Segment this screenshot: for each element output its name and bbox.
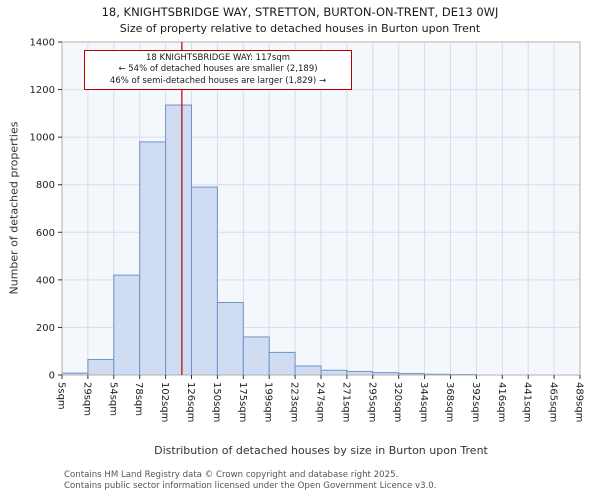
x-tick-label: 126sqm xyxy=(185,382,196,422)
x-tick-label: 320sqm xyxy=(392,382,403,422)
histogram-bar xyxy=(87,359,115,376)
x-tick-label: 344sqm xyxy=(418,382,429,422)
x-tick-label: 247sqm xyxy=(315,382,326,422)
y-tick-label: 200 xyxy=(36,323,55,334)
x-tick-label: 489sqm xyxy=(574,382,585,422)
histogram-bar xyxy=(191,186,218,376)
histogram-bar xyxy=(346,370,374,376)
annotation-line-3: 46% of semi-detached houses are larger (… xyxy=(109,75,327,86)
annotation-line-1: 18 KNIGHTSBRIDGE WAY: 117sqm xyxy=(145,53,291,63)
y-tick-label: 800 xyxy=(36,180,55,191)
footer-line-2: Contains public sector information licen… xyxy=(64,480,437,491)
marker-annotation-box: 18 KNIGHTSBRIDGE WAY: 117sqm ← 54% of de… xyxy=(84,50,352,91)
footer-line-1: Contains HM Land Registry data © Crown c… xyxy=(64,470,399,480)
license-footer: Contains HM Land Registry data © Crown c… xyxy=(64,470,436,491)
histogram-bar xyxy=(165,104,193,376)
x-tick-label: 175sqm xyxy=(237,382,248,422)
x-tick-label: 465sqm xyxy=(548,382,559,422)
x-tick-label: 5sqm xyxy=(56,382,67,410)
x-tick-label: 392sqm xyxy=(470,382,481,422)
x-tick-label: 54sqm xyxy=(107,382,118,416)
annotation-line-2: ← 54% of detached houses are smaller (2,… xyxy=(118,64,318,75)
histogram-bar xyxy=(216,301,244,376)
histogram-bar xyxy=(242,336,270,376)
histogram-bar xyxy=(268,351,296,376)
x-tick-label: 223sqm xyxy=(289,382,300,422)
y-tick-label: 1000 xyxy=(30,133,55,144)
histogram-bar xyxy=(113,274,141,376)
chart-subtitle: Size of property relative to detached ho… xyxy=(119,22,481,35)
y-tick-label: 600 xyxy=(36,228,55,239)
x-tick-label: 78sqm xyxy=(133,382,144,416)
y-tick-label: 1200 xyxy=(30,85,55,96)
histogram-bar xyxy=(139,141,167,376)
x-tick-label: 368sqm xyxy=(444,382,455,422)
histogram-bar xyxy=(294,365,322,376)
x-tick-label: 271sqm xyxy=(340,382,351,422)
chart-title: 18, KNIGHTSBRIDGE WAY, STRETTON, BURTON-… xyxy=(101,5,499,19)
x-tick-label: 416sqm xyxy=(496,382,507,422)
y-tick-label: 400 xyxy=(36,275,55,286)
y-axis-label: Number of detached properties xyxy=(7,121,21,295)
x-tick-label: 102sqm xyxy=(159,382,170,422)
x-tick-label: 199sqm xyxy=(263,382,274,422)
x-tick-label: 150sqm xyxy=(211,382,222,422)
x-tick-label: 295sqm xyxy=(366,382,377,422)
x-tick-label: 29sqm xyxy=(81,382,92,416)
x-axis-label: Distribution of detached houses by size … xyxy=(154,444,488,457)
x-tick-label: 441sqm xyxy=(522,382,533,422)
y-tick-label: 0 xyxy=(49,371,55,382)
histogram-bar xyxy=(320,369,348,376)
y-tick-label: 1400 xyxy=(30,38,55,49)
